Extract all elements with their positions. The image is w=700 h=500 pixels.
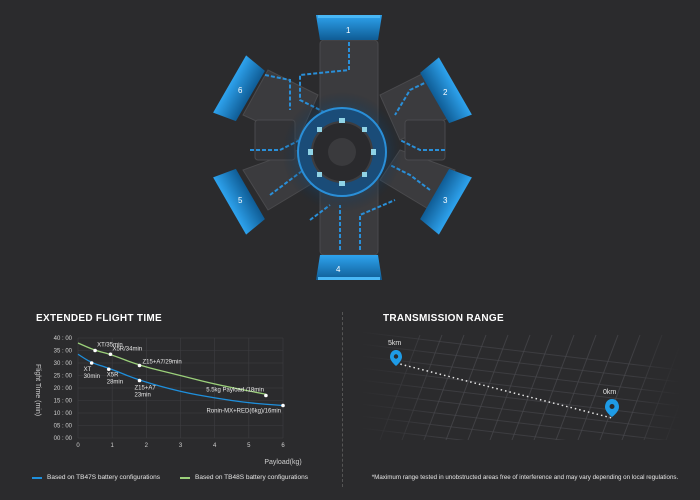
x-tick-label: 4 xyxy=(213,443,217,449)
battery-number-4: 4 xyxy=(336,265,341,274)
y-tick-label: 30 : 00 xyxy=(54,361,73,367)
data-point-label: Z15+A7/29min xyxy=(143,360,182,366)
y-tick-label: 10 : 00 xyxy=(54,411,73,417)
data-point-label: X5R/34min xyxy=(112,346,142,352)
section-divider xyxy=(342,312,343,487)
battery-number-2: 2 xyxy=(443,88,448,97)
legend-tb48s: Based on TB48S battery configurations xyxy=(180,474,308,481)
data-point-label: 5.5kg Payload /18min xyxy=(206,388,264,394)
battery-number-5: 5 xyxy=(238,196,243,205)
flight-time-chart: 00 : 00 05 : 00 10 : 00 15 : 00 20 : 00 25 : … xyxy=(34,336,302,466)
x-tick-label: 0 xyxy=(76,443,80,449)
x-tick-label: 3 xyxy=(179,443,183,449)
transmission-map: 5km 0km xyxy=(360,330,680,440)
battery-number-3: 3 xyxy=(443,196,448,205)
x-tick-label: 1 xyxy=(110,443,114,449)
y-tick-label: 35 : 00 xyxy=(54,349,73,355)
series-line-tb47s xyxy=(77,353,284,407)
data-point xyxy=(137,378,142,383)
data-point-label: XT 30min xyxy=(84,367,100,380)
data-point-label: XT/35min xyxy=(97,343,123,349)
y-tick-label: 15 : 00 xyxy=(54,399,73,405)
battery-number-6: 6 xyxy=(238,86,243,95)
battery-slot-5: 5 xyxy=(213,168,265,235)
data-point xyxy=(108,352,113,357)
battery-slot-6: 6 xyxy=(213,55,265,122)
y-tick-label: 20 : 00 xyxy=(54,386,73,392)
data-point-label: Ronin-MX+RED(6kg)/16min xyxy=(206,409,281,415)
data-point xyxy=(89,361,94,365)
end-distance-label: 0km xyxy=(603,389,616,396)
data-point xyxy=(106,367,111,372)
end-location-pin-icon xyxy=(605,399,619,417)
range-dotted-line xyxy=(395,362,613,419)
hero-drone-illustration: 1 2 3 4 5 6 xyxy=(213,15,472,280)
battery-slot-2: 2 xyxy=(420,57,472,124)
drone-graphic: 1 2 3 4 5 6 xyxy=(213,15,472,280)
data-point xyxy=(137,363,142,368)
legend-tb47s: Based on TB47S battery configurations xyxy=(32,474,160,481)
legend-label-tb48s: Based on TB48S battery configurations xyxy=(195,474,308,481)
data-point-label: X5R 28min xyxy=(107,372,123,385)
y-tick-label: 25 : 00 xyxy=(54,374,73,380)
central-hub xyxy=(282,92,402,212)
y-tick-label: 05 : 00 xyxy=(54,424,73,430)
legend-label-tb47s: Based on TB47S battery configurations xyxy=(47,474,160,481)
battery-slot-3: 3 xyxy=(420,168,472,235)
x-axis-ticks: 0 1 2 3 4 5 6 xyxy=(76,443,285,449)
y-tick-label: 40 : 00 xyxy=(54,336,73,342)
start-location-pin-icon xyxy=(390,350,402,366)
battery-slot-1: 1 xyxy=(316,15,382,40)
legend-swatch-blue xyxy=(32,476,42,479)
data-point xyxy=(93,348,97,353)
battery-number-1: 1 xyxy=(346,26,351,35)
x-tick-label: 2 xyxy=(145,443,149,449)
x-axis-title: Payload(kg) xyxy=(264,459,301,466)
flight-time-title: EXTENDED FLIGHT TIME xyxy=(36,313,162,324)
transmission-range-title: TRANSMISSION RANGE xyxy=(383,313,504,324)
battery-slot-4: 4 xyxy=(316,255,382,280)
y-tick-label: 00 : 00 xyxy=(54,436,73,442)
data-point xyxy=(281,403,285,408)
x-tick-label: 6 xyxy=(281,443,285,449)
data-point-label: Z15+A7 23min xyxy=(135,386,157,399)
legend-swatch-green xyxy=(180,476,190,479)
y-axis-ticks: 00 : 00 05 : 00 10 : 00 15 : 00 20 : 00 25 : … xyxy=(54,336,73,442)
start-distance-label: 5km xyxy=(388,340,401,347)
x-tick-label: 5 xyxy=(247,443,251,449)
range-footnote: *Maximum range tested in unobstructed ar… xyxy=(371,474,679,481)
data-point xyxy=(264,393,268,398)
y-axis-title: Flight Time (min) xyxy=(34,364,41,416)
